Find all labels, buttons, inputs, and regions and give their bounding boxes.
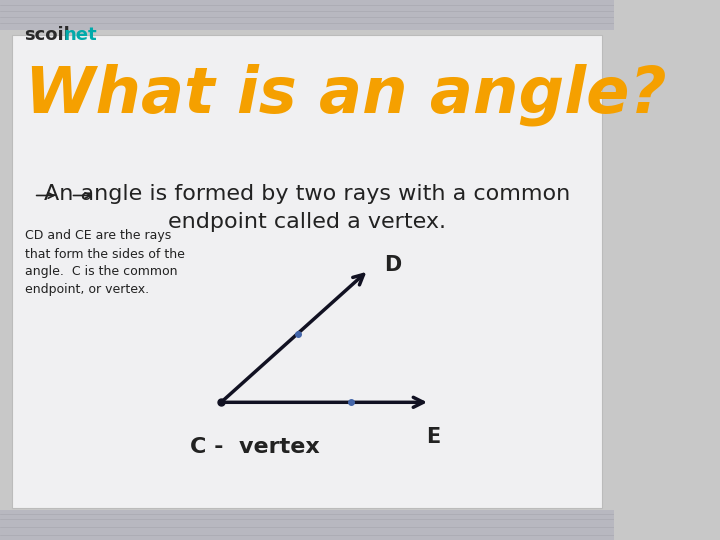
Text: net: net [64,26,97,44]
FancyBboxPatch shape [12,35,602,508]
Text: CD and CE are the rays
that form the sides of the
angle.  C is the common
endpoi: CD and CE are the rays that form the sid… [24,230,184,296]
Text: scoil: scoil [24,26,71,44]
Text: An angle is formed by two rays with a common
endpoint called a vertex.: An angle is formed by two rays with a co… [44,184,570,232]
Text: What is an angle?: What is an angle? [24,63,666,126]
Text: E: E [426,427,440,447]
Text: C -  vertex: C - vertex [190,437,320,457]
FancyBboxPatch shape [0,510,614,540]
Text: D: D [384,254,401,275]
FancyBboxPatch shape [0,0,614,30]
